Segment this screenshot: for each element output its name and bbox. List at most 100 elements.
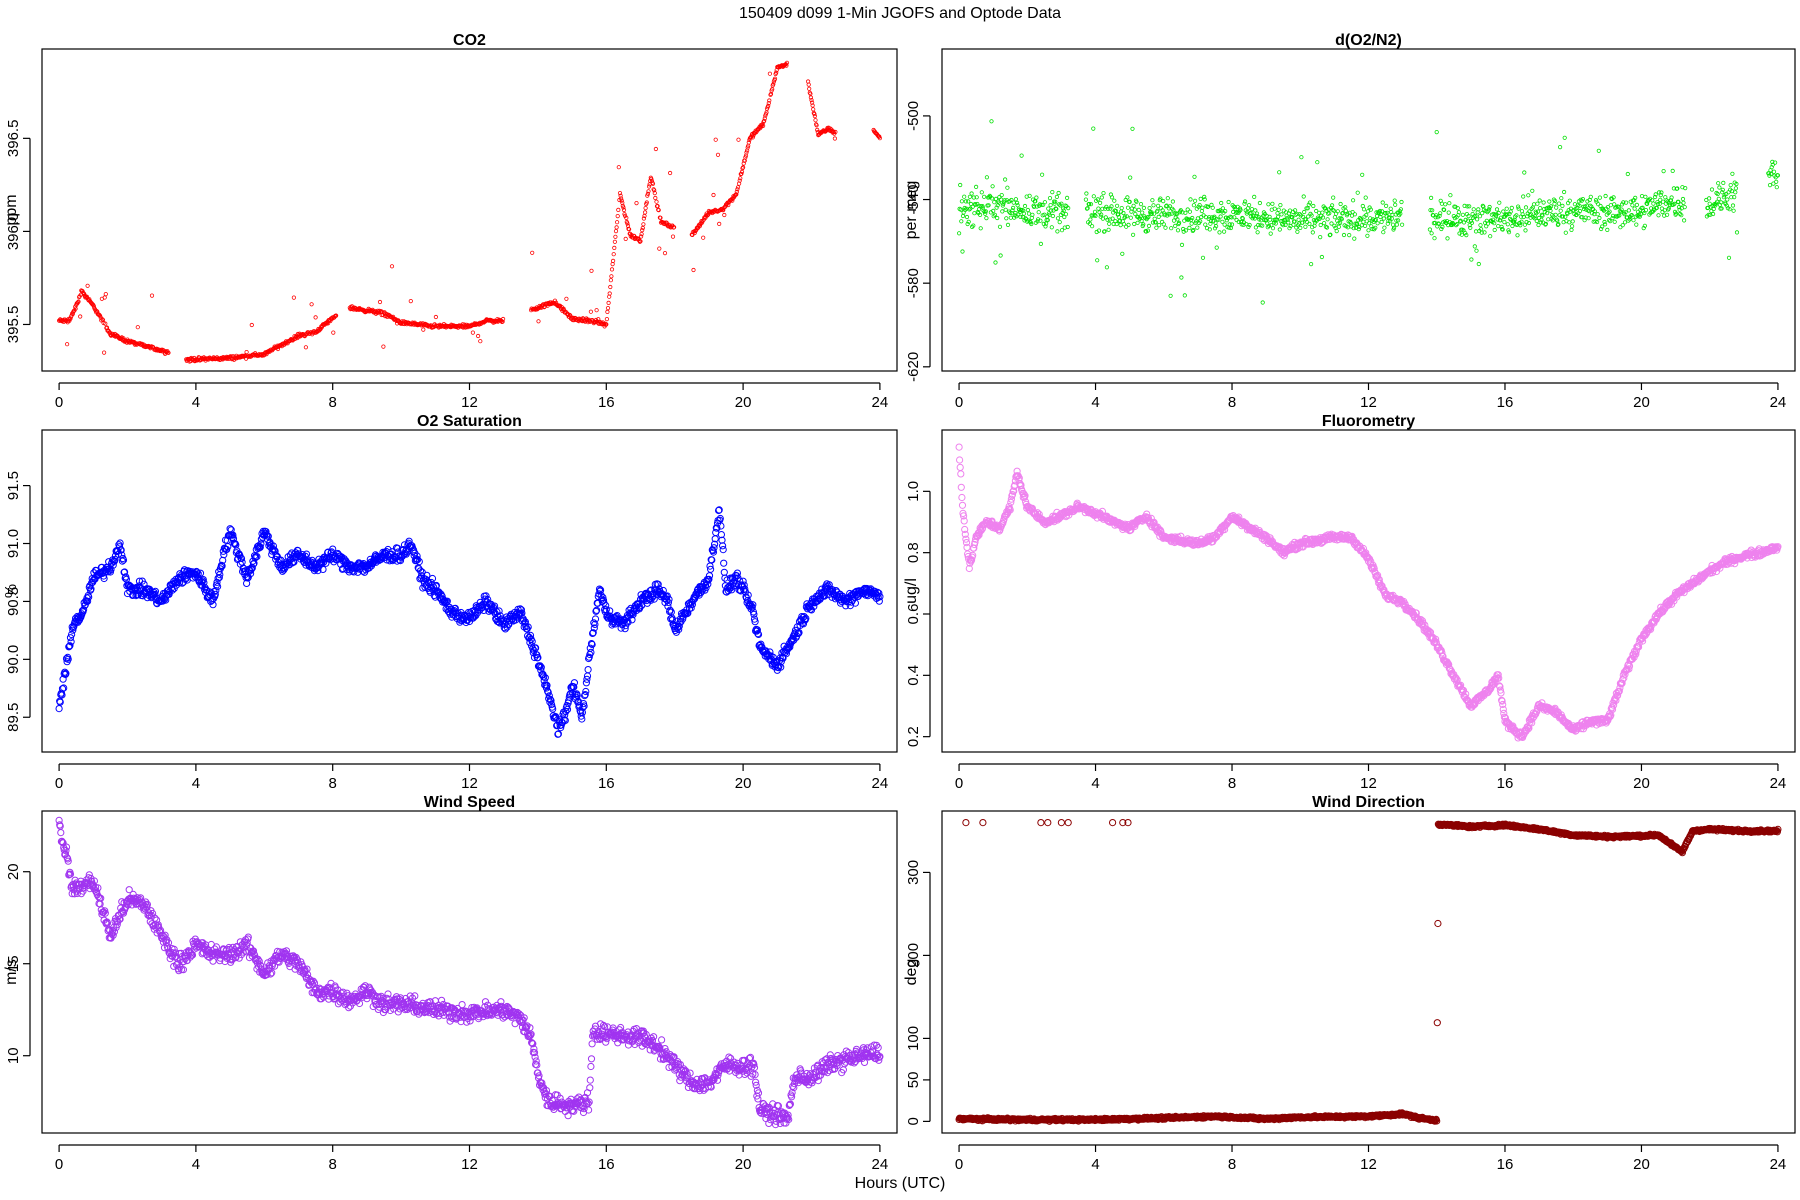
series-points xyxy=(55,506,884,738)
data-point xyxy=(992,200,997,205)
data-point xyxy=(1257,200,1263,206)
data-point xyxy=(1163,225,1168,230)
data-point xyxy=(1299,155,1304,160)
data-point xyxy=(604,322,609,327)
data-point xyxy=(1442,207,1447,212)
data-point xyxy=(994,205,999,210)
data-point xyxy=(963,199,969,204)
y-tick-label: 0.8 xyxy=(905,542,922,563)
data-point xyxy=(1331,208,1336,213)
data-point xyxy=(1388,206,1393,211)
data-point xyxy=(1436,221,1442,226)
data-point xyxy=(1050,213,1056,219)
data-point xyxy=(1774,179,1779,184)
data-point xyxy=(608,278,614,283)
data-point xyxy=(1033,199,1038,204)
data-point xyxy=(1711,206,1716,212)
data-point xyxy=(1355,221,1360,226)
data-point xyxy=(1367,205,1372,210)
data-point xyxy=(1270,201,1275,206)
data-point xyxy=(1191,227,1196,233)
data-point xyxy=(1202,197,1207,202)
data-point xyxy=(1351,198,1356,203)
data-point xyxy=(1138,202,1144,207)
data-point xyxy=(377,299,383,305)
data-point xyxy=(1104,265,1110,270)
data-point xyxy=(1008,210,1013,215)
data-point xyxy=(1183,228,1189,233)
data-point xyxy=(64,655,72,663)
data-point xyxy=(381,344,386,349)
data-point xyxy=(1004,216,1009,221)
data-point xyxy=(1551,197,1557,202)
data-point xyxy=(1539,212,1545,217)
data-point xyxy=(692,230,697,236)
data-point xyxy=(1125,205,1131,210)
data-point xyxy=(735,185,741,190)
data-point xyxy=(1066,206,1071,211)
data-point xyxy=(1332,215,1338,220)
x-tick-label: 24 xyxy=(1770,775,1787,792)
data-point xyxy=(1659,190,1664,195)
data-point xyxy=(1116,215,1122,220)
data-point xyxy=(640,228,645,233)
data-point xyxy=(771,82,776,87)
data-point xyxy=(711,192,716,198)
data-point xyxy=(652,188,657,193)
data-point xyxy=(612,245,617,250)
data-point xyxy=(1146,214,1151,220)
data-point xyxy=(1199,208,1205,214)
data-point xyxy=(1128,175,1133,180)
data-point xyxy=(1580,197,1586,202)
data-point xyxy=(989,119,994,124)
data-point xyxy=(1506,230,1512,235)
data-point xyxy=(102,350,107,355)
data-point xyxy=(1009,197,1014,203)
data-point xyxy=(1523,205,1529,210)
data-point xyxy=(55,705,63,713)
data-point xyxy=(1341,232,1347,238)
data-point xyxy=(1730,203,1736,208)
data-point xyxy=(1734,230,1740,235)
data-point xyxy=(1537,198,1542,203)
data-point xyxy=(1732,195,1737,200)
data-point xyxy=(1145,228,1151,233)
data-point xyxy=(1160,208,1165,213)
data-point xyxy=(1538,220,1543,225)
data-point xyxy=(1260,223,1265,228)
data-point xyxy=(784,60,790,65)
data-point xyxy=(1617,213,1622,218)
data-point xyxy=(1478,223,1483,228)
data-point xyxy=(1627,217,1632,222)
data-point xyxy=(1375,221,1380,226)
data-point xyxy=(956,456,964,464)
data-point xyxy=(1192,174,1197,179)
data-point xyxy=(1200,255,1206,260)
data-point xyxy=(989,196,995,201)
data-point xyxy=(1707,196,1712,201)
plot-frame xyxy=(41,429,898,753)
data-point xyxy=(1378,211,1384,216)
data-point xyxy=(734,189,739,194)
data-point xyxy=(1095,197,1100,202)
data-point xyxy=(1715,191,1720,197)
data-point xyxy=(1152,211,1157,216)
data-point xyxy=(1347,233,1352,238)
data-point xyxy=(1210,205,1215,210)
data-point xyxy=(613,234,618,239)
data-point xyxy=(1725,197,1730,202)
data-point xyxy=(1242,201,1247,206)
y-tick-label: 91.5 xyxy=(5,471,22,500)
data-point xyxy=(628,231,633,236)
data-point xyxy=(984,175,990,180)
y-tick-label: 0.2 xyxy=(905,726,922,747)
data-point xyxy=(475,333,481,339)
data-point xyxy=(70,622,78,630)
data-point xyxy=(1471,207,1476,212)
data-point xyxy=(1294,211,1299,216)
data-point xyxy=(671,225,677,230)
x-tick-label: 24 xyxy=(872,775,889,792)
data-point xyxy=(1324,208,1329,213)
data-point xyxy=(1400,222,1405,227)
